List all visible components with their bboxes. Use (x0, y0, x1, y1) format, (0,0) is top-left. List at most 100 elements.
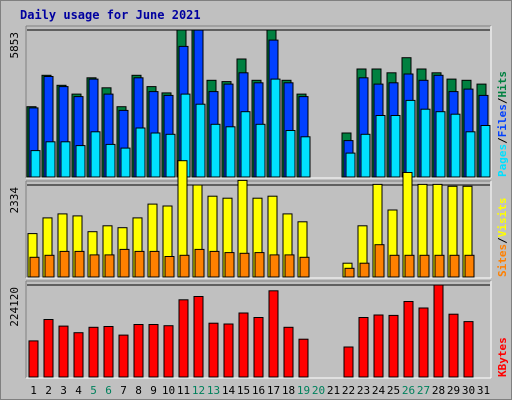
legend-item: Files (496, 104, 509, 137)
bar-kbytes-day-4 (73, 332, 84, 378)
bar-sites-day-19 (299, 256, 310, 278)
chart-title: Daily usage for June 2021 (20, 8, 201, 22)
bar-kbytes-day-15 (238, 312, 249, 378)
bar-sites-day-10 (164, 256, 175, 278)
x-tick-day-24: 24 (372, 384, 386, 397)
x-tick-day-28: 28 (432, 384, 445, 397)
x-tick-day-13: 13 (207, 384, 220, 397)
bar-pages-day-31 (480, 125, 491, 178)
x-tick-day-30: 30 (462, 384, 475, 397)
bar-kbytes-day-2 (43, 319, 54, 378)
bar-sites-day-12 (194, 248, 205, 278)
x-tick-day-17: 17 (267, 384, 280, 397)
bar-kbytes-day-18 (283, 326, 294, 378)
bar-pages-day-9 (150, 132, 161, 178)
bar-kbytes-day-10 (163, 325, 174, 378)
bar-sites-day-13 (209, 250, 220, 278)
x-tick-day-23: 23 (357, 384, 370, 397)
x-tick-day-25: 25 (387, 384, 400, 397)
bar-pages-day-3 (60, 141, 71, 178)
bar-pages-day-4 (75, 145, 86, 178)
bar-kbytes-day-5 (88, 326, 99, 378)
x-tick-day-11: 11 (177, 384, 190, 397)
bar-sites-day-3 (59, 250, 70, 278)
panel-visits-sites: 2334 Sites/Visits (8, 160, 509, 279)
bar-kbytes-day-1 (28, 340, 39, 378)
bar-sites-day-24 (374, 244, 385, 278)
bar-sites-day-26 (404, 254, 415, 278)
x-tick-day-15: 15 (237, 384, 250, 397)
legend-item: / (496, 137, 509, 144)
legend-item: Visits (496, 198, 509, 238)
bar-pages-day-18 (285, 130, 296, 178)
bar-sites-day-15 (239, 252, 250, 278)
bar-kbytes-day-27 (418, 307, 429, 378)
bar-sites-day-23 (359, 262, 370, 278)
bar-pages-day-26 (405, 99, 416, 178)
bar-sites-day-14 (224, 252, 235, 278)
x-tick-day-20: 20 (312, 384, 325, 397)
bar-sites-day-6 (104, 254, 115, 278)
bar-kbytes-day-11 (178, 299, 189, 378)
bar-kbytes-day-8 (133, 324, 144, 378)
bar-kbytes-day-22 (343, 346, 354, 378)
bar-sites-day-17 (269, 254, 280, 278)
bar-sites-day-9 (149, 250, 160, 278)
x-tick-day-14: 14 (222, 384, 236, 397)
x-tick-day-10: 10 (162, 384, 175, 397)
bar-kbytes-day-3 (58, 325, 69, 378)
bar-pages-day-15 (240, 111, 251, 178)
bar-pages-day-2 (45, 141, 56, 178)
bar-pages-day-8 (135, 127, 146, 178)
bar-sites-day-2 (44, 254, 55, 278)
x-tick-day-5: 5 (90, 384, 97, 397)
bar-sites-day-1 (29, 256, 40, 278)
bar-pages-day-5 (90, 131, 101, 178)
y-max-label: 224120 (8, 287, 21, 327)
legend-item: Pages (496, 144, 509, 177)
bar-pages-day-17 (270, 78, 281, 178)
x-tick-day-8: 8 (135, 384, 142, 397)
bar-kbytes-day-29 (448, 313, 459, 378)
x-tick-day-3: 3 (60, 384, 67, 397)
bar-kbytes-day-19 (298, 338, 309, 378)
x-tick-day-29: 29 (447, 384, 460, 397)
x-tick-day-16: 16 (252, 384, 265, 397)
bar-pages-day-22 (345, 152, 356, 178)
bar-pages-day-23 (360, 133, 371, 178)
x-tick-day-22: 22 (342, 384, 355, 397)
bar-pages-day-1 (30, 150, 41, 178)
panel-kbytes: 224120 KBytes (8, 280, 509, 379)
bar-sites-day-16 (254, 252, 265, 278)
x-tick-day-2: 2 (45, 384, 52, 397)
legend-item: KBytes (496, 337, 509, 377)
y-max-label: 2334 (8, 187, 21, 214)
bar-kbytes-day-13 (208, 322, 219, 378)
bar-kbytes-day-16 (253, 317, 264, 378)
bar-kbytes-day-28 (433, 284, 444, 378)
bar-pages-day-19 (300, 136, 311, 178)
bar-pages-day-10 (165, 133, 176, 178)
legend-kbytes: KBytes (496, 337, 509, 377)
bar-sites-day-28 (434, 254, 445, 278)
bar-kbytes-day-6 (103, 326, 114, 378)
bar-kbytes-day-24 (373, 314, 384, 378)
bar-pages-day-14 (225, 126, 236, 178)
bar-sites-day-30 (464, 254, 475, 278)
bar-kbytes-day-30 (463, 321, 474, 378)
bar-kbytes-day-25 (388, 314, 399, 378)
bar-pages-day-6 (105, 143, 116, 178)
bar-pages-day-25 (390, 115, 401, 178)
bar-pages-day-29 (450, 113, 461, 178)
bar-pages-day-7 (120, 147, 131, 178)
bar-pages-day-27 (420, 108, 431, 178)
bar-sites-day-4 (74, 250, 85, 278)
x-tick-day-4: 4 (75, 384, 82, 397)
x-axis-day-labels: 1 2 3 4 5 6 7 8 9 10 11 12 13 14 15 16 17 18 19 20 21 22 23 24 2… (30, 384, 490, 397)
bar-pages-day-16 (255, 123, 266, 178)
bar-kbytes-day-23 (358, 317, 369, 378)
x-tick-day-18: 18 (282, 384, 295, 397)
